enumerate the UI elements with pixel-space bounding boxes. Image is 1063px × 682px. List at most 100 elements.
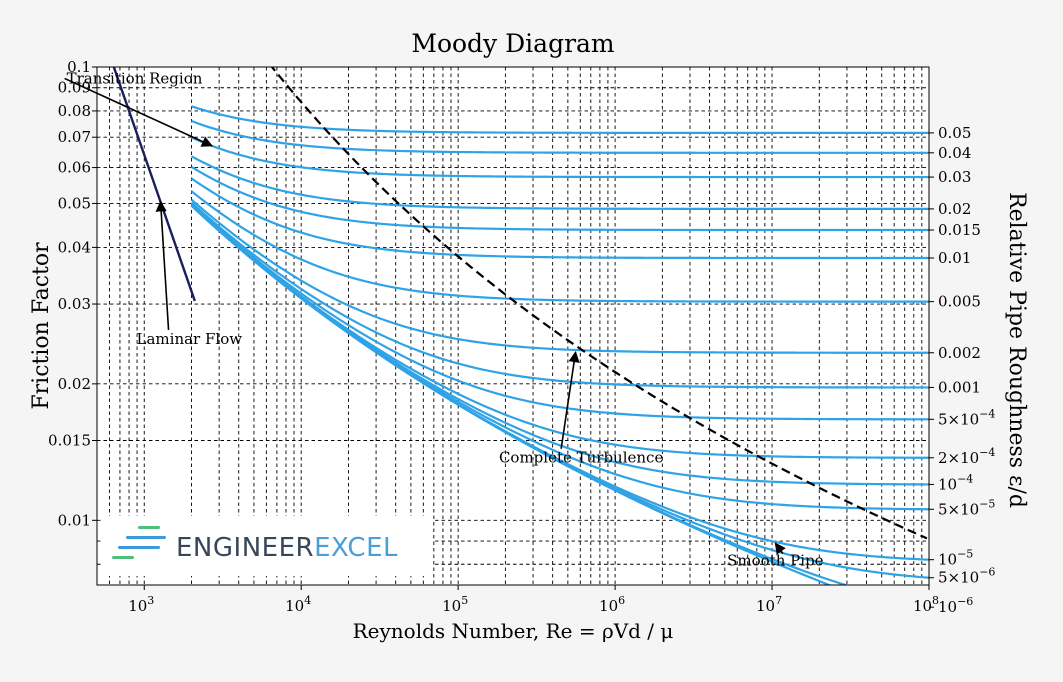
roughness-label-exponent: −4 bbox=[979, 407, 995, 420]
roughness-label-exponent: −6 bbox=[957, 595, 973, 608]
logo-stripe-4 bbox=[112, 556, 134, 559]
roughness-curve bbox=[190, 198, 929, 354]
roughness-label-base: 2×10 bbox=[938, 449, 979, 467]
roughness-label-base: 0.015 bbox=[938, 221, 981, 239]
x-tick-base: 10 bbox=[128, 597, 147, 615]
roughness-label-base: 0.02 bbox=[938, 200, 971, 218]
annotation-arrow bbox=[155, 200, 170, 330]
roughness-label-base: 0.03 bbox=[938, 168, 971, 186]
y-axis-label: Friction Factor bbox=[29, 242, 54, 410]
roughness-curve bbox=[190, 203, 929, 421]
roughness-curve bbox=[191, 136, 929, 179]
roughness-labels: 0.05 0.04 0.03 0.02 0.015 0.01 0.005 0.002 0.001… bbox=[929, 124, 995, 616]
x-tick-base: 10 bbox=[442, 597, 461, 615]
series-group bbox=[112, 67, 929, 585]
engineerexcel-logo: ENGINEEREXCEL bbox=[103, 516, 433, 576]
x-axis-label: Reynolds Number, Re = ρVd / μ bbox=[353, 619, 674, 643]
y-tick-label: 0.07 bbox=[58, 128, 91, 146]
roughness-label: 0.005 bbox=[938, 293, 981, 311]
complete-turbulence-line bbox=[270, 67, 928, 540]
roughness-label-exponent: −4 bbox=[957, 472, 973, 485]
y-tick-label: 0.015 bbox=[48, 431, 91, 449]
roughness-label-base: 0.01 bbox=[938, 249, 971, 267]
y-tick-label: 0.08 bbox=[58, 102, 91, 120]
roughness-label-base: 10 bbox=[938, 598, 957, 616]
roughness-label: 5×10−6 bbox=[938, 566, 995, 587]
roughness-label-base: 0.04 bbox=[938, 144, 971, 162]
x-tick-exponent: 3 bbox=[147, 594, 154, 607]
y-tick-label: 0.02 bbox=[58, 375, 91, 393]
roughness-label: 0.04 bbox=[938, 144, 971, 162]
roughness-label: 0.001 bbox=[938, 378, 981, 396]
x-tick-label: 104 bbox=[285, 594, 311, 615]
roughness-label: 0.015 bbox=[938, 221, 981, 239]
roughness-curve bbox=[190, 190, 929, 303]
roughness-label: 2×10−4 bbox=[938, 446, 995, 467]
logo-stripe-2 bbox=[126, 536, 166, 539]
annotation-arrow bbox=[560, 351, 580, 449]
roughness-curve bbox=[191, 105, 929, 135]
x-tick-exponent: 4 bbox=[304, 594, 311, 607]
y-tick-label: 0.05 bbox=[58, 194, 91, 212]
roughness-label: 0.05 bbox=[938, 124, 971, 142]
logo-stripe-3 bbox=[118, 546, 160, 549]
y-tick-label: 0.04 bbox=[58, 238, 91, 256]
x-tick-label: 108 bbox=[913, 594, 939, 615]
y-tick-label: 0.01 bbox=[58, 511, 91, 529]
laminar-flow-line bbox=[112, 67, 196, 302]
roughness-label-base: 0.005 bbox=[938, 293, 981, 311]
y-tick-label: 0.03 bbox=[58, 295, 91, 313]
plot-area bbox=[97, 67, 929, 585]
roughness-label: 0.03 bbox=[938, 168, 971, 186]
annotation-label: Transition Region bbox=[67, 69, 203, 87]
chart-title: Moody Diagram bbox=[411, 29, 615, 58]
roughness-label: 5×10−4 bbox=[938, 407, 995, 428]
roughness-curve bbox=[190, 204, 833, 585]
right-axis-label: Relative Pipe Roughness ε/d bbox=[1004, 192, 1029, 508]
x-tick-exponent: 6 bbox=[618, 594, 625, 607]
roughness-curve bbox=[190, 177, 929, 260]
roughness-curve bbox=[190, 201, 929, 389]
roughness-label-exponent: −4 bbox=[979, 446, 995, 459]
x-tick-base: 10 bbox=[599, 597, 618, 615]
roughness-curve bbox=[191, 119, 929, 154]
logo-stripe-1 bbox=[138, 526, 160, 529]
roughness-label: 0.02 bbox=[938, 200, 971, 218]
x-tick-exponent: 8 bbox=[932, 594, 939, 607]
roughness-curve bbox=[190, 165, 929, 232]
axis-ticks: 103 104 105 106 107 1080.10.090.080.070.060.0… bbox=[48, 58, 939, 615]
roughness-label: 5×10−5 bbox=[938, 497, 995, 518]
annotation-label: Smooth Pipe bbox=[727, 551, 824, 569]
logo-text: ENGINEEREXCEL bbox=[176, 533, 398, 563]
roughness-label-base: 0.002 bbox=[938, 344, 981, 362]
y-tick-label: 0.09 bbox=[58, 79, 91, 97]
roughness-label-base: 5×10 bbox=[938, 569, 979, 587]
roughness-label-base: 0.001 bbox=[938, 378, 981, 396]
roughness-label-exponent: −5 bbox=[957, 548, 973, 561]
roughness-label-base: 10 bbox=[938, 475, 957, 493]
x-tick-label: 103 bbox=[128, 594, 154, 615]
annotation-label: Complete Turbulence bbox=[499, 449, 664, 467]
annotation-label: Laminar Flow bbox=[137, 330, 243, 348]
x-tick-base: 10 bbox=[913, 597, 932, 615]
roughness-label: 10−6 bbox=[938, 595, 973, 616]
roughness-label: 0.002 bbox=[938, 344, 981, 362]
roughness-label-exponent: −5 bbox=[979, 497, 995, 510]
x-tick-exponent: 5 bbox=[461, 594, 468, 607]
x-tick-label: 107 bbox=[756, 594, 782, 615]
x-tick-base: 10 bbox=[756, 597, 775, 615]
x-tick-label: 106 bbox=[599, 594, 625, 615]
roughness-label: 10−4 bbox=[938, 472, 973, 493]
x-tick-base: 10 bbox=[285, 597, 304, 615]
roughness-label-exponent: −6 bbox=[979, 566, 995, 579]
logo-text-part2: EXCEL bbox=[314, 533, 398, 563]
roughness-label-base: 10 bbox=[938, 551, 957, 569]
plot-frame bbox=[96, 66, 930, 586]
annotations-group: Transition Region Laminar Flow Complete Tu… bbox=[64, 69, 824, 569]
roughness-curve bbox=[190, 155, 929, 210]
y-tick-label: 0.06 bbox=[58, 159, 91, 177]
y-tick-label: 0.1 bbox=[67, 58, 91, 76]
logo-text-part1: ENGINEER bbox=[176, 533, 314, 563]
annotation-arrow bbox=[774, 542, 786, 555]
